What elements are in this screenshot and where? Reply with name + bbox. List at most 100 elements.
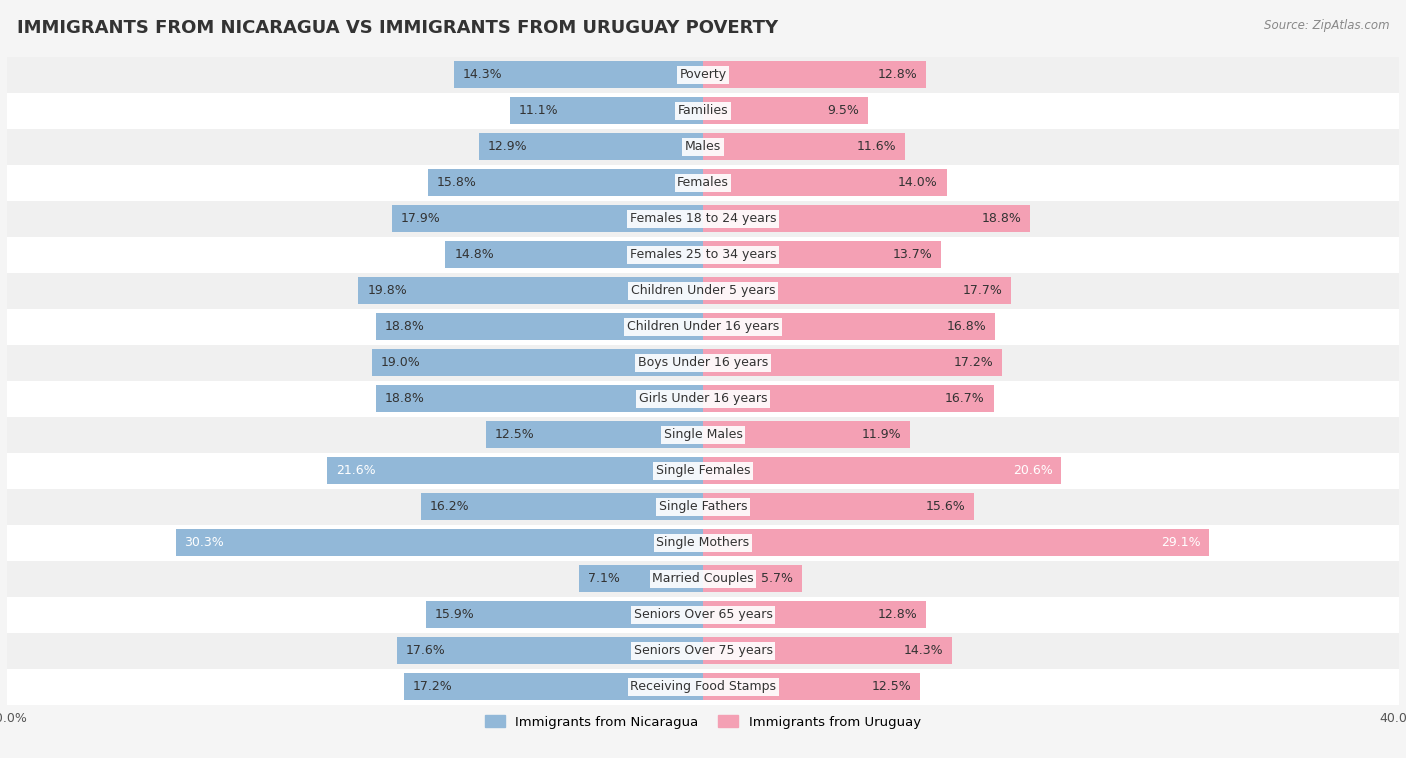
- Text: 17.2%: 17.2%: [412, 681, 453, 694]
- Bar: [7, 57, 1399, 93]
- Bar: [485, 421, 703, 449]
- Text: Males: Males: [685, 140, 721, 153]
- Text: 16.7%: 16.7%: [945, 393, 984, 406]
- Text: Receiving Food Stamps: Receiving Food Stamps: [630, 681, 776, 694]
- Text: 12.8%: 12.8%: [877, 609, 917, 622]
- Bar: [7, 381, 1399, 417]
- Bar: [359, 277, 703, 305]
- Bar: [7, 309, 1399, 345]
- Bar: [703, 421, 910, 449]
- Bar: [373, 349, 703, 377]
- Text: 12.5%: 12.5%: [495, 428, 534, 441]
- Text: 16.8%: 16.8%: [946, 321, 987, 334]
- Bar: [426, 601, 703, 628]
- Bar: [7, 129, 1399, 165]
- Bar: [328, 457, 703, 484]
- Text: 14.0%: 14.0%: [898, 177, 938, 190]
- Bar: [7, 345, 1399, 381]
- Text: Poverty: Poverty: [679, 68, 727, 81]
- Text: 19.0%: 19.0%: [381, 356, 420, 369]
- Bar: [7, 93, 1399, 129]
- Text: 11.1%: 11.1%: [519, 105, 558, 117]
- Bar: [703, 61, 925, 89]
- Text: 17.6%: 17.6%: [405, 644, 446, 657]
- Bar: [703, 97, 869, 124]
- Bar: [7, 273, 1399, 309]
- Bar: [703, 673, 921, 700]
- Bar: [703, 385, 994, 412]
- Text: Single Females: Single Females: [655, 465, 751, 478]
- Text: 13.7%: 13.7%: [893, 249, 932, 262]
- Text: Seniors Over 65 years: Seniors Over 65 years: [634, 609, 772, 622]
- Bar: [375, 385, 703, 412]
- Text: Boys Under 16 years: Boys Under 16 years: [638, 356, 768, 369]
- Text: 9.5%: 9.5%: [828, 105, 859, 117]
- Bar: [446, 241, 703, 268]
- Bar: [703, 241, 942, 268]
- Bar: [703, 313, 995, 340]
- Text: 29.1%: 29.1%: [1161, 537, 1201, 550]
- Text: Seniors Over 75 years: Seniors Over 75 years: [634, 644, 772, 657]
- Text: Females 18 to 24 years: Females 18 to 24 years: [630, 212, 776, 225]
- Text: Single Males: Single Males: [664, 428, 742, 441]
- Bar: [7, 236, 1399, 273]
- Bar: [510, 97, 703, 124]
- Text: Females: Females: [678, 177, 728, 190]
- Text: 17.2%: 17.2%: [953, 356, 994, 369]
- Bar: [396, 637, 703, 665]
- Bar: [703, 493, 974, 521]
- Text: 19.8%: 19.8%: [367, 284, 406, 297]
- Text: 21.6%: 21.6%: [336, 465, 375, 478]
- Text: 14.3%: 14.3%: [463, 68, 502, 81]
- Bar: [703, 565, 803, 593]
- Bar: [7, 489, 1399, 525]
- Text: Families: Families: [678, 105, 728, 117]
- Text: 5.7%: 5.7%: [762, 572, 793, 585]
- Text: 18.8%: 18.8%: [981, 212, 1021, 225]
- Bar: [7, 669, 1399, 705]
- Bar: [703, 529, 1209, 556]
- Bar: [176, 529, 703, 556]
- Text: IMMIGRANTS FROM NICARAGUA VS IMMIGRANTS FROM URUGUAY POVERTY: IMMIGRANTS FROM NICARAGUA VS IMMIGRANTS …: [17, 19, 778, 37]
- Text: Married Couples: Married Couples: [652, 572, 754, 585]
- Bar: [703, 601, 925, 628]
- Text: 11.9%: 11.9%: [862, 428, 901, 441]
- Bar: [7, 453, 1399, 489]
- Bar: [7, 597, 1399, 633]
- Bar: [375, 313, 703, 340]
- Bar: [703, 277, 1011, 305]
- Text: Children Under 16 years: Children Under 16 years: [627, 321, 779, 334]
- Text: 17.7%: 17.7%: [962, 284, 1002, 297]
- Bar: [703, 457, 1062, 484]
- Bar: [427, 169, 703, 196]
- Text: 30.3%: 30.3%: [184, 537, 224, 550]
- Bar: [703, 349, 1002, 377]
- Bar: [7, 525, 1399, 561]
- Bar: [703, 133, 905, 161]
- Text: 11.6%: 11.6%: [856, 140, 896, 153]
- Text: Children Under 5 years: Children Under 5 years: [631, 284, 775, 297]
- Text: 14.3%: 14.3%: [904, 644, 943, 657]
- Text: 18.8%: 18.8%: [385, 321, 425, 334]
- Text: 12.9%: 12.9%: [488, 140, 527, 153]
- Bar: [391, 205, 703, 233]
- Bar: [422, 493, 703, 521]
- Bar: [454, 61, 703, 89]
- Text: 12.5%: 12.5%: [872, 681, 912, 694]
- Bar: [579, 565, 703, 593]
- Bar: [703, 169, 946, 196]
- Bar: [7, 633, 1399, 669]
- Text: 18.8%: 18.8%: [385, 393, 425, 406]
- Text: Source: ZipAtlas.com: Source: ZipAtlas.com: [1264, 19, 1389, 32]
- Bar: [7, 165, 1399, 201]
- Text: Girls Under 16 years: Girls Under 16 years: [638, 393, 768, 406]
- Text: 15.6%: 15.6%: [927, 500, 966, 513]
- Bar: [478, 133, 703, 161]
- Bar: [703, 205, 1031, 233]
- Bar: [7, 417, 1399, 453]
- Text: 14.8%: 14.8%: [454, 249, 494, 262]
- Text: Females 25 to 34 years: Females 25 to 34 years: [630, 249, 776, 262]
- Text: 7.1%: 7.1%: [588, 572, 620, 585]
- Text: 15.9%: 15.9%: [434, 609, 475, 622]
- Text: 12.8%: 12.8%: [877, 68, 917, 81]
